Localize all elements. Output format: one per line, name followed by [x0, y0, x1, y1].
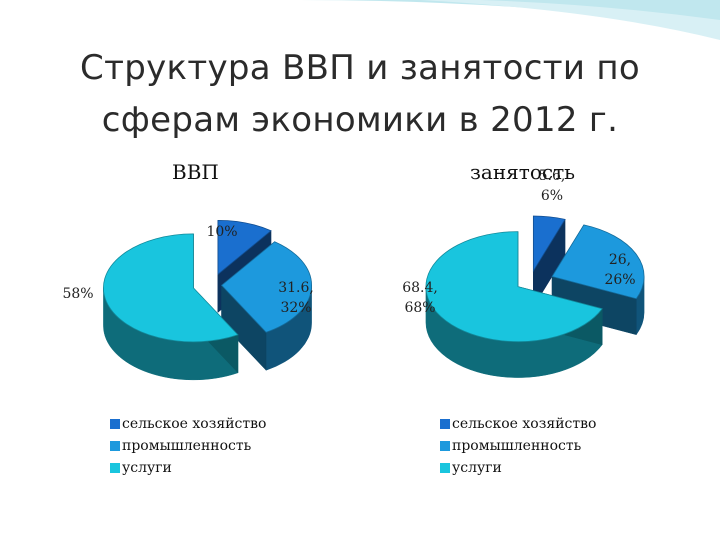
legend-swatch-services [110, 463, 120, 473]
legend-swatch-agriculture [440, 419, 450, 429]
legend-item: сельское хозяйство [110, 413, 266, 435]
employment-chart-title: занятость [470, 160, 576, 184]
banner-swoosh-highlight [420, 0, 720, 40]
legend-item: услуги [110, 457, 266, 479]
legend-label: услуги [122, 460, 172, 476]
legend-swatch-services [440, 463, 450, 473]
legend-label: промышленность [452, 438, 582, 454]
pie-slice-industry [220, 241, 312, 333]
legend-swatch-industry [440, 441, 450, 451]
pie-slice-industry [551, 224, 645, 300]
employment-services-data-label: 68.4, 68% [402, 280, 438, 316]
employment-legend: сельское хозяйство промышленность услуги [440, 413, 596, 479]
slide-title-line-1: Структура ВВП и занятости по [80, 48, 640, 88]
legend-item: промышленность [440, 435, 596, 457]
pie-slice-agriculture [217, 219, 272, 276]
pie-slice-services [103, 233, 239, 343]
legend-item: промышленность [110, 435, 266, 457]
pie-slice-services [425, 231, 603, 342]
legend-label: промышленность [122, 438, 252, 454]
legend-label: услуги [452, 460, 502, 476]
legend-label: сельское хозяйство [122, 416, 267, 432]
legend-item: сельское хозяйство [440, 413, 596, 435]
gdp-pie-chart [103, 219, 312, 381]
employment-agriculture-data-label: 5.6, 6% [538, 168, 566, 204]
employment-pie-chart [425, 215, 645, 378]
legend-label: сельское хозяйство [452, 416, 597, 432]
legend-swatch-industry [110, 441, 120, 451]
banner-swoosh [300, 0, 720, 28]
decorative-banner [300, 0, 720, 40]
slide-title-line-2: сферам экономики в 2012 г. [101, 100, 619, 140]
gdp-agriculture-data-label: 10% [206, 224, 238, 240]
gdp-industry-data-label: 31.6, 32% [278, 280, 314, 316]
employment-industry-data-label: 26, 26% [604, 252, 636, 288]
pie-slice-agriculture [532, 215, 566, 273]
gdp-chart-title: ВВП [172, 160, 219, 184]
gdp-services-data-label: 58% [62, 286, 94, 302]
legend-item: услуги [440, 457, 596, 479]
legend-swatch-agriculture [110, 419, 120, 429]
gdp-legend: сельское хозяйство промышленность услуги [110, 413, 266, 479]
